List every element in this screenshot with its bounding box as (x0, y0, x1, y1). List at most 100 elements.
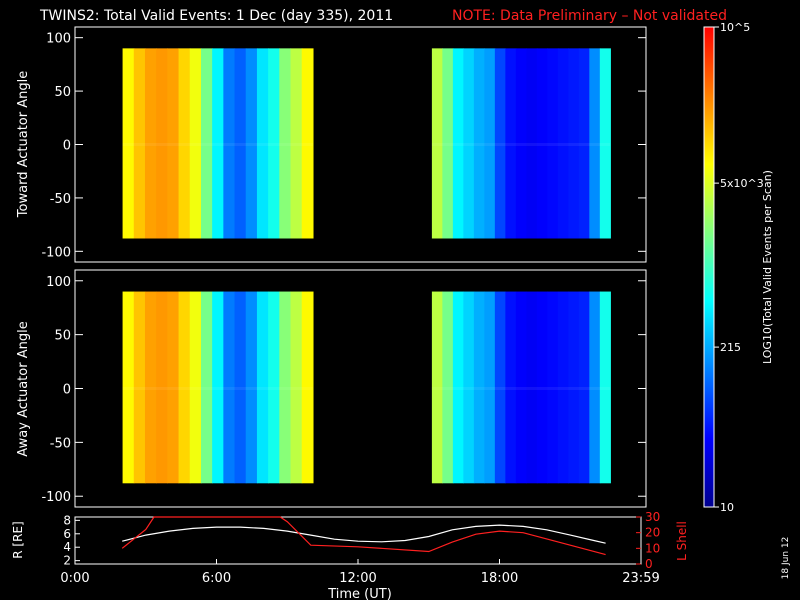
heatmap-column (589, 48, 601, 239)
top-y-label: Toward Actuator Angle (16, 71, 31, 218)
heatmap-column (212, 291, 224, 484)
orbit-right-label: L Shell (675, 521, 689, 561)
colorbar: 10^5 5x10^3 215 10 LOG10(Total Valid Events… (703, 21, 774, 514)
zero-angle-band (122, 387, 313, 390)
heatmap-column (245, 291, 258, 484)
zero-angle-band (431, 143, 611, 146)
heatmap-column (568, 291, 580, 484)
orbit-right-tick-label: 10 (645, 541, 660, 555)
heatmap-column (515, 291, 527, 484)
heatmap-column (256, 291, 269, 484)
orbit-left-tick-label: 6 (63, 527, 71, 541)
y-tick-label: 0 (63, 139, 71, 154)
heatmap-column (557, 48, 569, 239)
y-tick-label: 50 (54, 329, 71, 344)
zero-angle-band (431, 387, 611, 390)
heatmap-column (557, 291, 569, 484)
heatmap-column (122, 48, 135, 239)
colorbar-tick-label: 10 (720, 501, 734, 514)
orbit-panel-frame (74, 516, 642, 565)
heatmap-panel-top: 100 50 0 -50 -100 Toward Actuator Angle (16, 26, 647, 263)
heatmap-column (223, 291, 236, 484)
heatmap-column (256, 48, 269, 239)
heatmap-column (189, 291, 202, 484)
heatmap-column (178, 291, 191, 484)
heatmap-column (484, 48, 496, 239)
colorbar-label: LOG10(Total Valid Events per Scan) (761, 170, 774, 364)
heatmap-column (234, 291, 247, 484)
heatmap-column (536, 48, 548, 239)
heatmap-column (589, 291, 601, 484)
heatmap-column (442, 48, 454, 239)
zero-angle-band (122, 143, 313, 146)
y-tick-label: -50 (50, 436, 71, 451)
orbit-left-tick-label: 8 (63, 513, 71, 527)
colorbar-gradient (704, 27, 714, 507)
heatmap-column (133, 291, 146, 484)
heatmap-column (223, 48, 236, 239)
heatmap-column (547, 291, 559, 484)
heatmap-column (547, 48, 559, 239)
x-tick-label: 0:00 (60, 571, 89, 586)
heatmap-column (463, 48, 475, 239)
data-note: NOTE: Data Preliminary – Not validated (452, 8, 727, 24)
colorbar-frame (703, 26, 715, 508)
heatmap-column (200, 291, 213, 484)
chart-title: TWINS2: Total Valid Events: 1 Dec (day 3… (39, 8, 393, 24)
heatmap-column (484, 291, 496, 484)
colorbar-tick-label: 215 (720, 341, 741, 354)
heatmap-column (245, 48, 258, 239)
x-tick-label: 18:00 (481, 571, 518, 586)
heatmap-column (463, 291, 475, 484)
heatmap-column (144, 48, 157, 239)
heatmap-panel-bottom: 100 50 0 -50 -100 Away Actuator Angle (16, 269, 647, 508)
heatmap-column (452, 291, 464, 484)
y-tick-label: 100 (46, 275, 71, 290)
x-axis-label: Time (UT) (327, 587, 392, 600)
orbit-left-label: R [RE] (11, 521, 25, 558)
bottom-y-label: Away Actuator Angle (16, 321, 31, 456)
heatmap-column (234, 48, 247, 239)
colorbar-tick-label: 10^5 (720, 21, 750, 34)
heatmap-column (578, 48, 590, 239)
heatmap-column (156, 291, 168, 484)
heatmap-column (473, 48, 485, 239)
heatmap-column (599, 48, 611, 239)
heatmap-column (452, 48, 464, 239)
heatmap-column (301, 291, 314, 484)
orbit-left-tick-label: 4 (63, 540, 71, 554)
heatmap-column (494, 291, 506, 484)
heatmap-column (568, 48, 580, 239)
heatmap-column (494, 48, 506, 239)
heatmap-column (279, 48, 292, 239)
radius-line (122, 524, 606, 544)
heatmap-column (167, 291, 180, 484)
heatmap-column (167, 48, 180, 239)
heatmap-column (599, 291, 611, 484)
heatmap-column (473, 291, 485, 484)
heatmap-column (442, 291, 454, 484)
y-tick-label: 0 (63, 383, 71, 398)
orbit-left-tick-label: 2 (63, 554, 71, 568)
y-tick-label: -100 (41, 490, 71, 505)
heatmap-column (268, 291, 280, 484)
heatmap-column (578, 291, 590, 484)
heatmap-column (505, 291, 517, 484)
heatmap-column (212, 48, 224, 239)
heatmap-column (189, 48, 202, 239)
colorbar-tick-label: 5x10^3 (720, 177, 764, 190)
y-tick-label: -100 (41, 245, 71, 260)
orbit-right-tick-label: 20 (645, 526, 660, 540)
heatmap-column (431, 48, 443, 239)
x-tick-label: 12:00 (339, 571, 376, 586)
heatmap-column (178, 48, 191, 239)
heatmap-column (505, 48, 517, 239)
y-tick-label: 100 (46, 32, 71, 47)
y-tick-label: -50 (50, 192, 71, 207)
heatmap-column (290, 291, 303, 484)
heatmap-column (133, 48, 146, 239)
y-tick-label: 50 (54, 85, 71, 100)
orbit-right-tick-label: 30 (645, 510, 660, 524)
